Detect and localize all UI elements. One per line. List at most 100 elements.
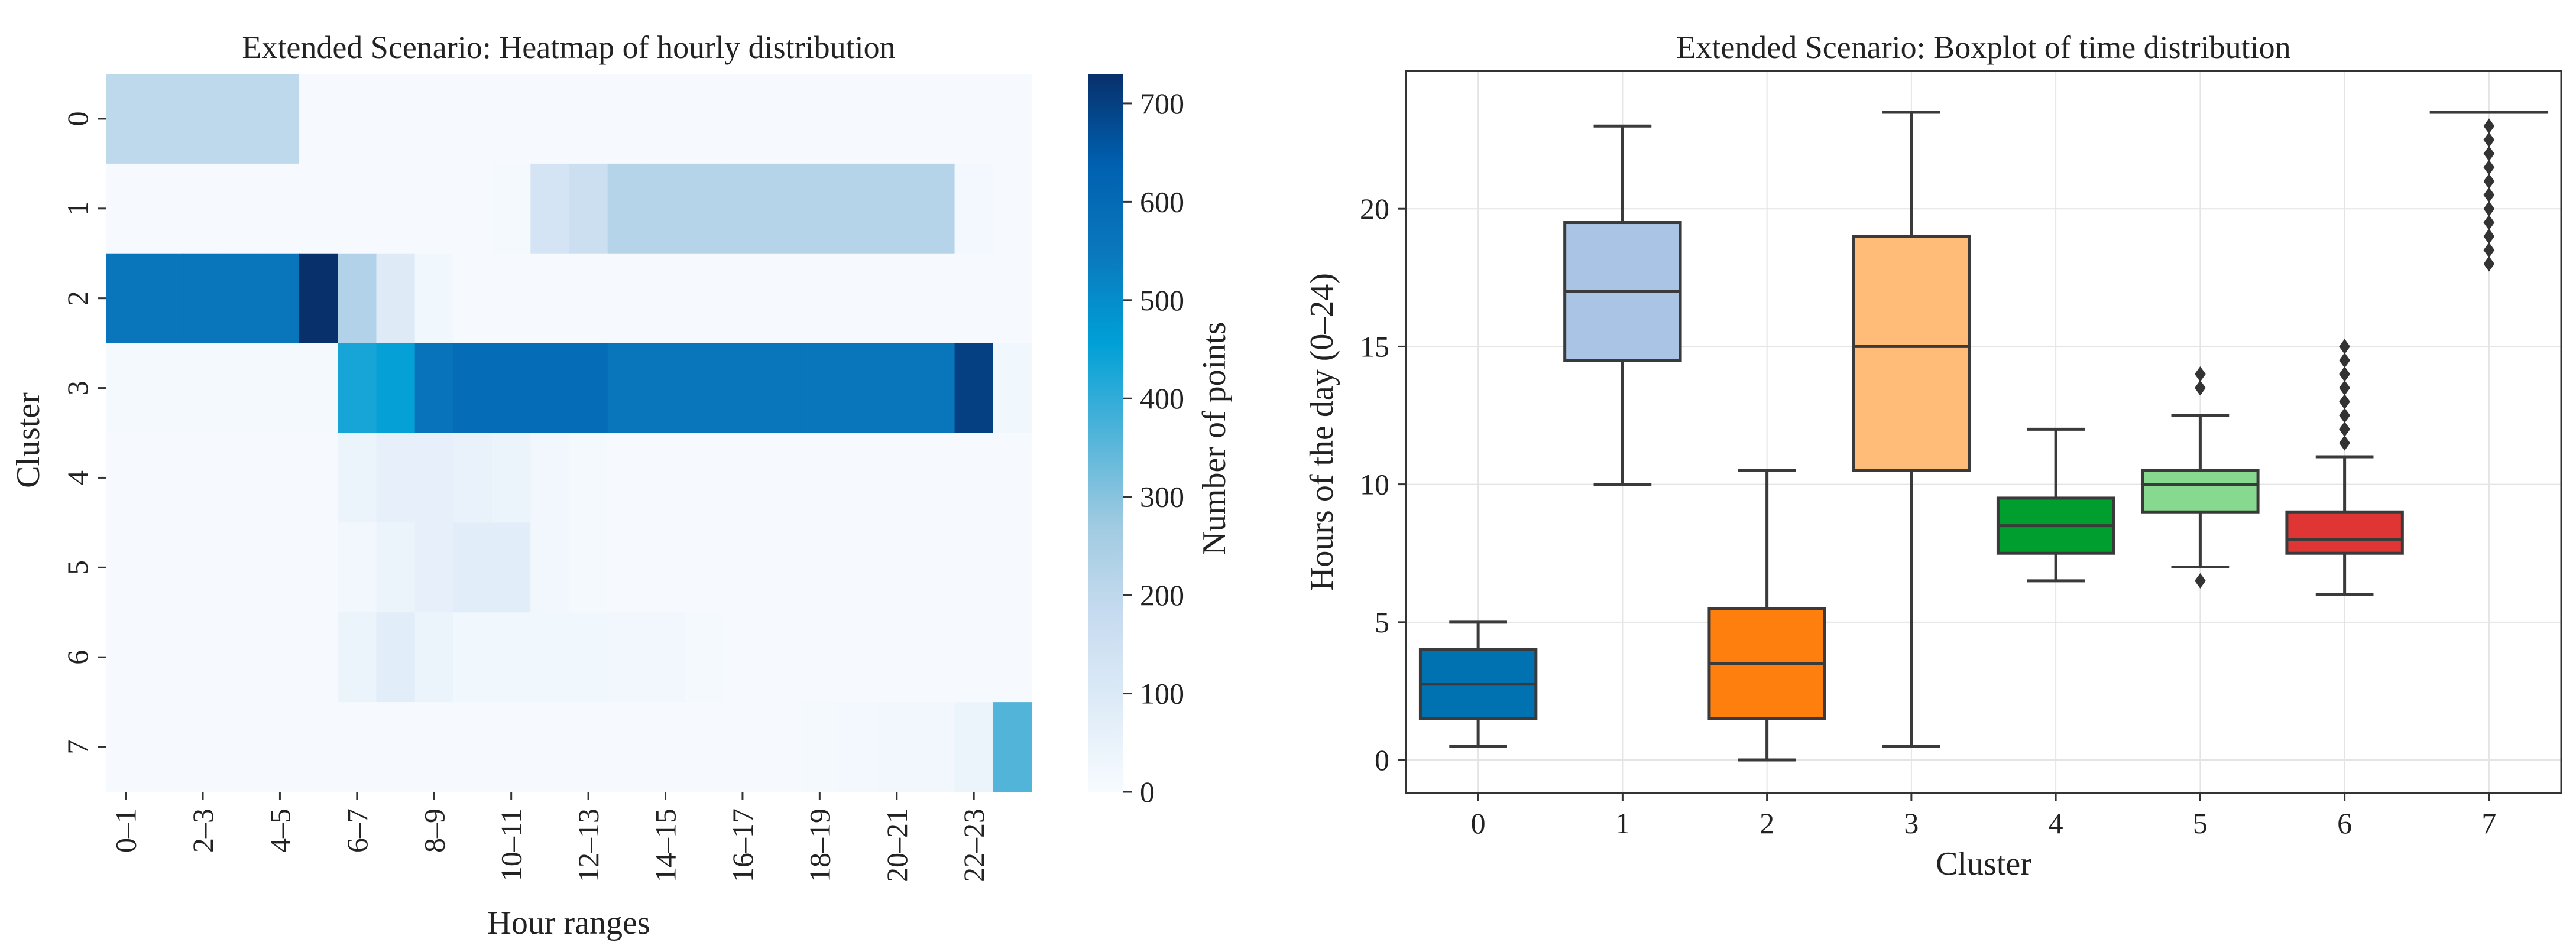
heatmap-cell [723,522,763,613]
heatmap-cell [260,74,300,164]
heatmap-cell [916,343,955,434]
boxplot-title: Extended Scenario: Boxplot of time distr… [1676,30,2290,65]
outlier-point [2483,145,2495,161]
heatmap-cell [338,163,377,254]
outlier-point [2483,173,2495,189]
heatmap-y-tick-label: 4 [61,470,94,485]
heatmap-cell [299,343,338,434]
boxplot-x-ticks: 0 1 2 3 4 5 6 7 [1471,793,2496,840]
boxplot-y-tick-label: 5 [1375,606,1389,639]
heatmap-cell [183,522,223,613]
heatmap-cell [260,522,300,613]
heatmap-cell [954,612,994,703]
heatmap-cell [376,612,416,703]
heatmap-cell [800,74,840,164]
heatmap-cell [800,343,840,434]
heatmap-cell [954,253,994,344]
heatmap-cell [685,612,724,703]
heatmap-cell [607,163,647,254]
heatmap-cell [145,74,184,164]
heatmap-cell [954,74,994,164]
heatmap-cell [183,74,223,164]
boxplot-panel: Extended Scenario: Boxplot of time distr… [1304,30,2562,882]
heatmap-cell [145,433,184,523]
heatmap-cell [183,163,223,254]
boxplot-x-tick-label: 7 [2481,807,2496,840]
heatmap-cell [106,163,145,254]
heatmap-cell [338,253,377,344]
heatmap-cell [685,433,724,523]
heatmap-cell [453,433,492,523]
heatmap-cell [838,343,878,434]
heatmap-cell [954,433,994,523]
colorbar-label: Number of points [1196,321,1233,555]
heatmap-cell [646,522,685,613]
heatmap-cell [530,702,570,792]
heatmap-cell [222,522,261,613]
heatmap-cell [838,163,878,254]
heatmap-cell [453,612,492,703]
heatmap-cell [492,612,531,703]
heatmap-cells [106,74,1032,792]
box-iqr [1852,235,1971,472]
heatmap-cell [376,522,416,613]
heatmap-x-tick-label: 2–3 [186,808,219,853]
boxplot-frame [1405,70,2562,794]
heatmap-cell [530,253,570,344]
heatmap-cell [106,253,145,344]
heatmap-cell [106,522,145,613]
heatmap-cell [646,253,685,344]
colorbar-tick-label: 0 [1140,775,1155,808]
outlier-point [2339,339,2350,355]
heatmap-cell [222,253,261,344]
heatmap-cell [916,433,955,523]
heatmap-cell [838,74,878,164]
heatmap-cell [453,253,492,344]
heatmap-cell [762,163,801,254]
heatmap-cell [607,433,647,523]
heatmap-cell [800,253,840,344]
heatmap-cell [993,163,1032,254]
heatmap-cell [954,702,994,792]
heatmap-cell [569,433,608,523]
heatmap-cell [145,522,184,613]
heatmap-cell [762,343,801,434]
heatmap-cell [646,163,685,254]
heatmap-cell [916,163,955,254]
heatmap-cell [299,702,338,792]
heatmap-cell [916,522,955,613]
heatmap-cell [414,74,454,164]
outlier-point [2483,256,2495,272]
heatmap-cell [877,163,916,254]
heatmap-cell [993,74,1032,164]
heatmap-cell [222,343,261,434]
heatmap-cell [260,702,300,792]
boxplot-boxes [1418,111,2549,762]
colorbar-tick-label: 400 [1140,382,1184,415]
heatmap-cell [338,74,377,164]
heatmap-cell [916,74,955,164]
heatmap-y-tick-label: 6 [61,650,94,665]
heatmap-cell [338,343,377,434]
heatmap-cell [762,522,801,613]
heatmap-cell [414,253,454,344]
boxplot-grid [1406,71,2561,793]
heatmap-cell [838,612,878,703]
heatmap-cell [685,343,724,434]
heatmap-cell [492,433,531,523]
heatmap-cell [376,343,416,434]
heatmap-cell [800,702,840,792]
heatmap-cell [299,612,338,703]
heatmap-cell [569,522,608,613]
colorbar-tick-label: 300 [1140,480,1184,514]
heatmap-cell [569,163,608,254]
heatmap-cell [838,253,878,344]
heatmap-cell [106,74,145,164]
heatmap-cell [993,433,1032,523]
heatmap-cell [492,702,531,792]
heatmap-cell [453,163,492,254]
outlier-point [2339,394,2350,410]
heatmap-cell [607,522,647,613]
heatmap-cell [685,702,724,792]
boxplot-y-tick-label: 10 [1360,468,1389,501]
